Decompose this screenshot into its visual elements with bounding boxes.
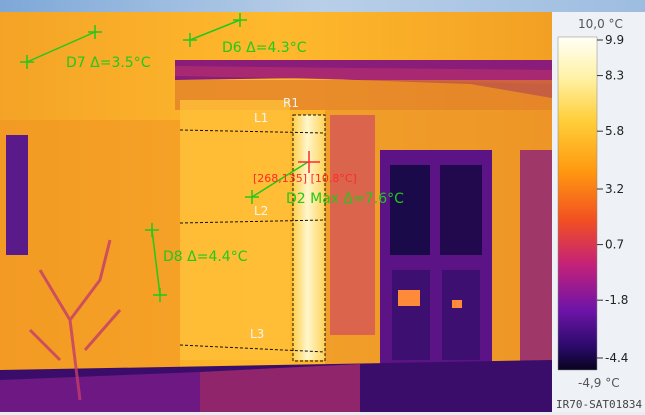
scale-bar: [558, 37, 597, 370]
scale-tick-label: 5.8: [605, 124, 624, 138]
sky-strip: [0, 0, 645, 12]
label-r1: R1: [283, 96, 299, 110]
scale-tick-label: -4.4: [605, 351, 628, 365]
cursor-readout: [268,135] [10.8°C]: [253, 172, 357, 185]
label-l3: L3: [250, 327, 264, 341]
annotation-d6: D6 Δ=4.3°C: [222, 40, 307, 56]
left-window: [6, 135, 28, 255]
image-id-label: IR70-SAT01834: [556, 398, 642, 411]
scale-tick-label: 8.3: [605, 69, 624, 83]
scale-min-label: -4,9 °C: [578, 376, 620, 390]
annotation-d7: D7 Δ=3.5°C: [66, 55, 151, 71]
scale-tick-label: -1.8: [605, 293, 628, 307]
scale-max-label: 10,0 °C: [578, 17, 623, 31]
label-l2: L2: [254, 204, 268, 218]
annotation-d2: D2 Max Δ=7.6°C: [286, 191, 404, 207]
scale-tick-label: 0.7: [605, 238, 624, 252]
label-l1: L1: [254, 111, 268, 125]
annotation-d8: D8 Δ=4.4°C: [163, 249, 248, 265]
scale-tick-label: 3.2: [605, 182, 624, 196]
scale-tick-label: 9.9: [605, 33, 624, 47]
